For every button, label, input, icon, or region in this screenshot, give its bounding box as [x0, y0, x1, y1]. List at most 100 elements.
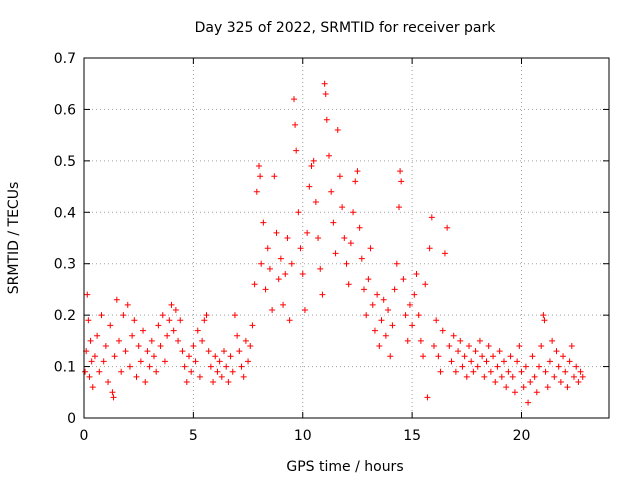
data-point — [385, 307, 392, 313]
data-point — [144, 348, 151, 355]
data-point — [118, 368, 125, 375]
data-point — [315, 235, 322, 241]
chart-title: Day 325 of 2022, SRMTID for receiver par… — [195, 20, 497, 36]
data-point — [210, 379, 217, 385]
data-point — [459, 363, 466, 370]
data-point — [391, 286, 398, 293]
data-point — [549, 337, 556, 344]
data-point — [124, 301, 131, 308]
data-point — [441, 250, 448, 257]
data-point — [205, 348, 212, 355]
data-point — [474, 363, 481, 370]
data-point — [507, 353, 514, 360]
data-point — [192, 358, 199, 365]
data-point — [472, 348, 479, 355]
data-point — [413, 271, 420, 277]
data-point — [457, 337, 464, 344]
data-point — [398, 178, 405, 185]
data-point — [120, 312, 127, 319]
data-point — [424, 394, 431, 401]
data-point — [166, 317, 173, 324]
data-point — [483, 358, 490, 365]
data-point — [376, 343, 383, 349]
data-point — [170, 327, 177, 334]
data-point — [221, 348, 227, 355]
data-point — [332, 250, 339, 257]
data-point — [544, 384, 551, 391]
data-point — [361, 286, 367, 293]
data-point — [131, 317, 138, 324]
data-point — [525, 399, 532, 406]
data-point — [94, 332, 101, 339]
data-point — [334, 127, 341, 133]
x-tick-label: 20 — [513, 428, 531, 444]
data-point — [481, 373, 488, 380]
y-tick-label: 0 — [67, 411, 76, 427]
data-point — [396, 204, 402, 211]
data-point — [133, 373, 140, 380]
data-point — [129, 332, 136, 339]
data-point — [236, 348, 243, 355]
data-point — [562, 368, 569, 375]
data-point — [439, 327, 446, 334]
data-point — [487, 368, 494, 375]
x-tick-label: 5 — [189, 428, 198, 444]
data-point — [260, 219, 267, 226]
data-point — [378, 317, 385, 324]
data-point — [546, 358, 553, 365]
data-point — [446, 343, 453, 349]
data-point — [397, 168, 404, 175]
data-point — [409, 322, 416, 329]
data-point — [494, 363, 501, 370]
data-point — [485, 343, 492, 349]
data-point — [194, 327, 201, 334]
x-axis-label: GPS time / hours — [286, 459, 403, 475]
data-point — [155, 322, 162, 329]
data-point — [367, 245, 374, 252]
data-point — [356, 224, 363, 231]
data-point — [498, 373, 505, 380]
data-point — [527, 379, 534, 385]
data-point — [271, 173, 278, 180]
data-point — [256, 163, 262, 169]
data-point — [382, 332, 389, 339]
data-point — [216, 358, 223, 365]
data-point — [490, 353, 497, 360]
data-point — [310, 157, 317, 164]
data-points — [82, 80, 586, 406]
x-tick-label: 10 — [294, 428, 312, 444]
data-point — [146, 363, 153, 370]
data-point — [151, 353, 157, 360]
data-point — [110, 394, 117, 401]
data-point — [105, 379, 112, 385]
data-point — [214, 368, 221, 375]
data-point — [470, 368, 477, 375]
data-point — [301, 307, 308, 313]
data-point — [533, 389, 540, 396]
data-point — [520, 384, 527, 391]
data-point — [326, 152, 332, 159]
data-point — [406, 301, 413, 308]
data-point — [183, 379, 190, 385]
data-point — [444, 224, 451, 231]
data-point — [190, 343, 197, 349]
data-point — [238, 363, 245, 370]
data-point — [435, 353, 442, 360]
data-point — [369, 301, 376, 308]
data-point — [538, 343, 545, 349]
data-point — [354, 168, 361, 175]
data-point — [253, 188, 260, 195]
data-point — [135, 343, 142, 349]
data-point — [389, 322, 396, 329]
data-point — [577, 368, 584, 375]
data-point — [264, 245, 271, 252]
data-point — [196, 373, 203, 380]
data-point — [516, 343, 523, 349]
data-point — [322, 91, 329, 97]
data-point — [564, 384, 571, 391]
data-point — [514, 358, 521, 365]
data-point — [102, 343, 109, 349]
data-point — [286, 317, 293, 324]
data-point — [328, 188, 335, 195]
